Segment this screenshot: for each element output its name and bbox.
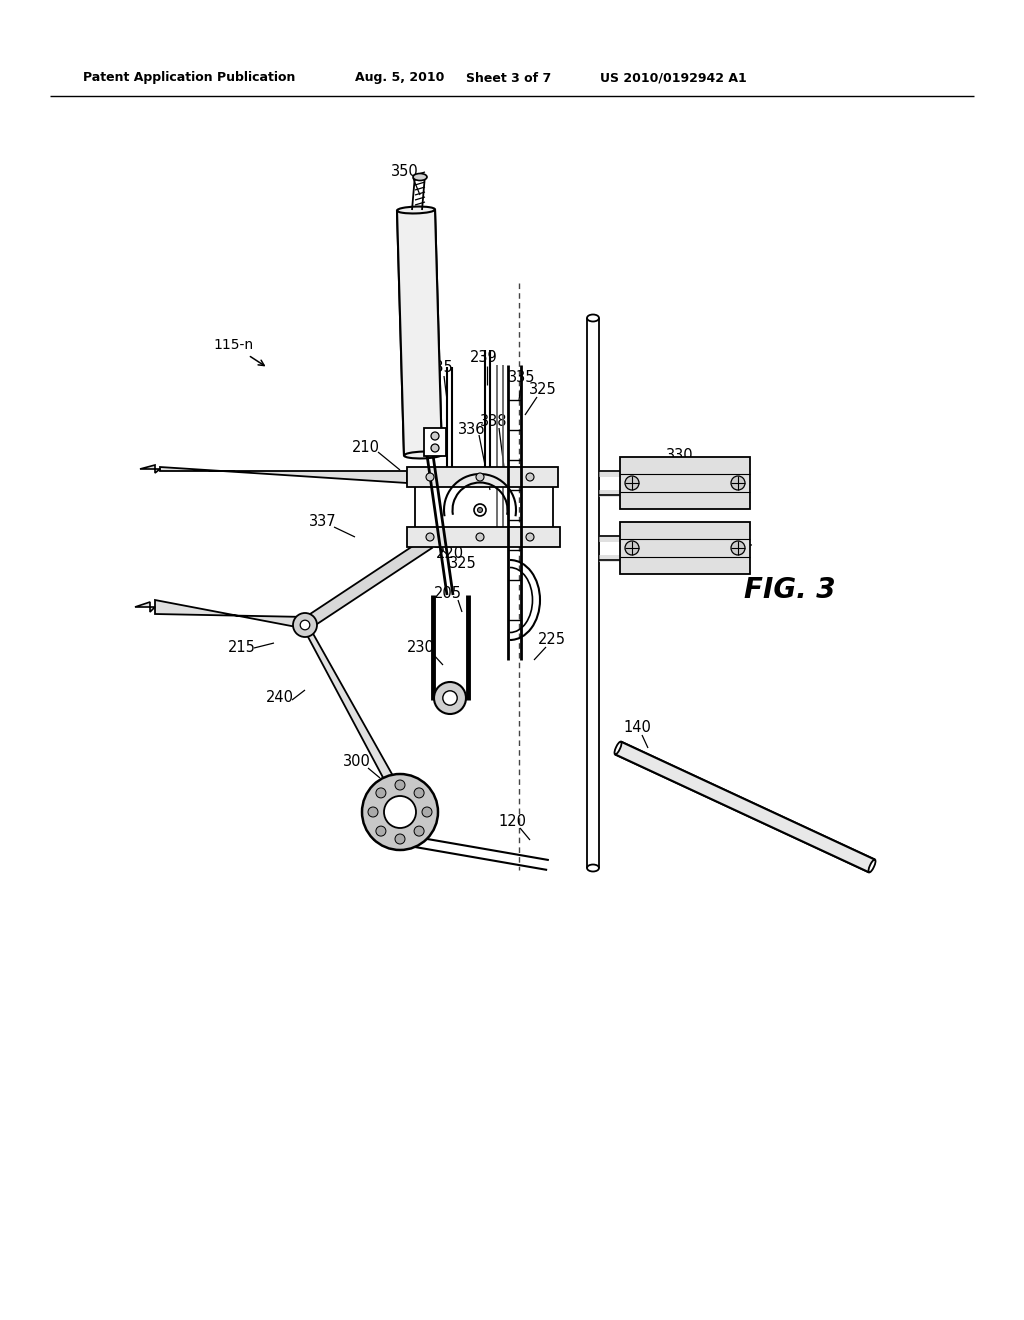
Text: 330: 330 <box>667 447 694 462</box>
Circle shape <box>731 541 745 554</box>
Text: FIG. 3: FIG. 3 <box>744 576 836 605</box>
Ellipse shape <box>587 314 599 322</box>
Circle shape <box>625 541 639 554</box>
Circle shape <box>526 473 534 480</box>
Circle shape <box>477 507 482 512</box>
FancyBboxPatch shape <box>620 521 750 574</box>
Polygon shape <box>299 620 415 814</box>
Ellipse shape <box>868 859 876 873</box>
Circle shape <box>434 682 466 714</box>
Circle shape <box>395 834 406 843</box>
FancyBboxPatch shape <box>424 428 446 455</box>
Text: 325: 325 <box>529 383 557 397</box>
Circle shape <box>414 788 424 797</box>
Circle shape <box>384 796 416 828</box>
Ellipse shape <box>413 173 427 181</box>
Text: 338: 338 <box>480 414 508 429</box>
Circle shape <box>625 477 639 490</box>
Text: 337: 337 <box>309 513 337 528</box>
Circle shape <box>414 826 424 836</box>
Circle shape <box>376 788 386 797</box>
Circle shape <box>474 504 486 516</box>
Text: Aug. 5, 2010: Aug. 5, 2010 <box>355 71 444 84</box>
Circle shape <box>526 533 534 541</box>
Circle shape <box>293 612 317 638</box>
Circle shape <box>362 774 438 850</box>
Polygon shape <box>615 742 874 873</box>
Text: US 2010/0192942 A1: US 2010/0192942 A1 <box>600 71 746 84</box>
Circle shape <box>476 473 484 480</box>
Text: 325: 325 <box>450 557 477 572</box>
Polygon shape <box>397 210 442 455</box>
Polygon shape <box>160 467 407 483</box>
Circle shape <box>442 690 457 705</box>
Text: 235: 235 <box>426 360 454 375</box>
Polygon shape <box>301 539 432 630</box>
FancyBboxPatch shape <box>620 457 750 510</box>
Polygon shape <box>135 602 155 612</box>
Text: 230: 230 <box>408 639 435 655</box>
Circle shape <box>368 807 378 817</box>
Ellipse shape <box>397 206 435 214</box>
Circle shape <box>731 477 745 490</box>
Text: 300: 300 <box>343 755 371 770</box>
Ellipse shape <box>614 742 622 755</box>
Text: 320: 320 <box>658 528 686 543</box>
Text: 240: 240 <box>266 690 294 705</box>
Polygon shape <box>407 467 558 487</box>
Text: Sheet 3 of 7: Sheet 3 of 7 <box>466 71 551 84</box>
Circle shape <box>300 620 310 630</box>
Circle shape <box>431 432 439 440</box>
Text: 120: 120 <box>498 814 526 829</box>
Circle shape <box>426 533 434 541</box>
Text: 115-n: 115-n <box>213 338 253 352</box>
Circle shape <box>431 444 439 451</box>
Polygon shape <box>407 527 560 546</box>
Text: 215: 215 <box>228 640 256 656</box>
Polygon shape <box>140 465 160 473</box>
Text: 205: 205 <box>434 586 462 602</box>
Text: 336: 336 <box>459 422 485 437</box>
Text: 225: 225 <box>538 632 566 648</box>
Circle shape <box>426 473 434 480</box>
Ellipse shape <box>404 451 442 458</box>
Ellipse shape <box>587 865 599 871</box>
Text: 210: 210 <box>352 440 380 454</box>
Text: 220: 220 <box>436 546 464 561</box>
Text: 305: 305 <box>416 536 443 550</box>
Text: 239: 239 <box>470 351 498 366</box>
Circle shape <box>476 533 484 541</box>
Text: 335: 335 <box>508 371 536 385</box>
Circle shape <box>376 826 386 836</box>
Text: 140: 140 <box>623 721 651 735</box>
Circle shape <box>395 780 406 789</box>
Polygon shape <box>155 601 307 630</box>
Ellipse shape <box>374 830 377 840</box>
Text: 350: 350 <box>391 165 419 180</box>
Circle shape <box>422 807 432 817</box>
Text: Patent Application Publication: Patent Application Publication <box>83 71 295 84</box>
